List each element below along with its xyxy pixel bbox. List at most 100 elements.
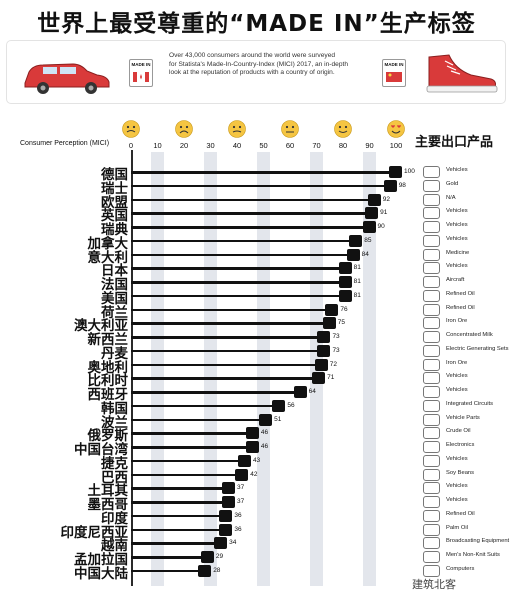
bar-end-marker	[367, 193, 381, 206]
product-icon	[423, 427, 440, 440]
product-icon	[423, 482, 440, 495]
product-icon	[423, 179, 440, 192]
bar-mark	[131, 569, 206, 573]
category-label: 中国台湾	[74, 442, 128, 458]
export-product-label: Refined Oil	[446, 304, 475, 311]
x-tick-label: 70	[312, 141, 321, 150]
bar-mark	[131, 281, 346, 284]
category-label: 意大利	[87, 249, 129, 266]
product-icon	[423, 468, 440, 481]
category-label: 奥地利	[87, 359, 129, 376]
export-product-label: Vehicles	[446, 387, 468, 393]
chart-row: 巴西 42 Soy Beans	[0, 468, 513, 486]
chart-row: 新西兰 73 Concentrated Milk	[0, 330, 513, 348]
export-product-label: Men's Non-Knit Suits	[446, 552, 500, 558]
x-tick-label: 50	[259, 141, 268, 150]
intro-line: look at the reputation of products with …	[169, 69, 335, 77]
category-label: 欧盟	[101, 194, 128, 211]
intro-line: Over 43,000 consumers around the world w…	[169, 52, 336, 59]
product-icon	[423, 399, 440, 412]
chart-row: 瑞典 90 Vehicles	[0, 220, 513, 238]
category-label: 澳大利亚	[74, 318, 128, 335]
value-label: 46	[260, 443, 269, 450]
value-label: 90	[377, 223, 385, 230]
x-tick-label: 30	[206, 141, 215, 150]
x-tick-label: 40	[232, 141, 242, 150]
bar-mark	[131, 171, 396, 174]
value-label: 28	[213, 566, 221, 574]
chart-row: 西班牙 64 Vehicles	[0, 385, 513, 403]
export-product-label: Vehicles	[446, 235, 468, 242]
export-product-label: Vehicles	[446, 455, 468, 462]
product-icon	[423, 303, 440, 316]
product-icon	[423, 207, 440, 220]
value-label: 73	[332, 333, 340, 340]
bar-mark	[131, 542, 222, 545]
grid-band	[204, 152, 217, 586]
product-icon	[423, 317, 440, 330]
bar-end-marker	[237, 454, 251, 467]
category-label: 德国	[101, 167, 128, 183]
bar-end-marker	[317, 344, 331, 357]
category-label: 西班牙	[87, 387, 129, 403]
bar-end-marker	[200, 551, 214, 563]
china-flag-icon	[386, 72, 402, 82]
export-product-label: Broadcasting Equipment	[446, 538, 510, 545]
product-icon	[423, 358, 440, 371]
product-icon	[423, 344, 440, 357]
bar-mark	[131, 212, 373, 215]
product-icon	[423, 331, 440, 343]
export-product-label: Integrated Circuits	[446, 400, 494, 407]
product-icon	[423, 289, 440, 302]
chart-row: 日本 81 Vehicles	[0, 261, 513, 279]
bar-end-marker	[349, 234, 363, 247]
bar-mark	[131, 418, 267, 421]
product-icon	[423, 523, 440, 536]
made-in-china-tag: MADE IN	[382, 59, 406, 87]
chart-row: 中国台湾 46 Electronics	[0, 440, 513, 458]
product-icon	[423, 221, 440, 233]
category-label: 越南	[101, 538, 128, 555]
chart-row: 奥地利 72 Iron Ore	[0, 358, 513, 376]
bar-mark	[131, 391, 301, 394]
product-icon	[423, 262, 440, 275]
value-label: 81	[353, 278, 361, 285]
bar-mark	[131, 184, 391, 188]
chart-row: 德国 100 Vehicles	[0, 165, 513, 183]
car-icon	[24, 63, 110, 94]
x-tick-label: 60	[285, 141, 295, 150]
value-label: 64	[308, 388, 316, 395]
bar-end-marker	[314, 358, 328, 371]
value-label: 37	[237, 484, 245, 492]
category-label: 荷兰	[101, 304, 128, 321]
emoji-face-icon	[122, 120, 140, 138]
bar-mark	[131, 226, 370, 229]
category-label: 瑞典	[101, 222, 128, 238]
bar-mark	[131, 253, 354, 256]
export-product-label: Soy Beans	[446, 469, 475, 476]
value-label: 29	[215, 553, 224, 560]
value-label: 37	[237, 498, 245, 505]
value-label: 36	[234, 511, 242, 519]
bar-mark	[131, 473, 243, 476]
product-icon	[423, 496, 440, 508]
category-label: 美国	[101, 290, 128, 307]
bar-end-marker	[389, 166, 402, 178]
bar-end-marker	[365, 207, 379, 220]
product-icon	[423, 372, 440, 385]
bar-mark	[131, 487, 230, 490]
chart-row: 丹麦 73 Electric Generating Sets	[0, 344, 513, 362]
intro-text: Over 43,000 consumers around the world w…	[169, 52, 374, 78]
value-label: 75	[337, 319, 345, 327]
emoji-face-icon	[228, 120, 246, 138]
bar-end-marker	[322, 317, 336, 330]
category-label: 孟加拉国	[74, 552, 128, 568]
bar-end-marker	[293, 386, 307, 398]
chart-row: 孟加拉国 29 Men's Non-Knit Suits	[0, 550, 513, 568]
watermark-text: 建筑北客	[412, 578, 456, 591]
product-icon	[423, 537, 440, 550]
category-label: 波兰	[101, 414, 128, 431]
bar-mark	[131, 459, 245, 463]
canada-flag-icon	[133, 72, 149, 82]
product-icon	[423, 454, 440, 467]
